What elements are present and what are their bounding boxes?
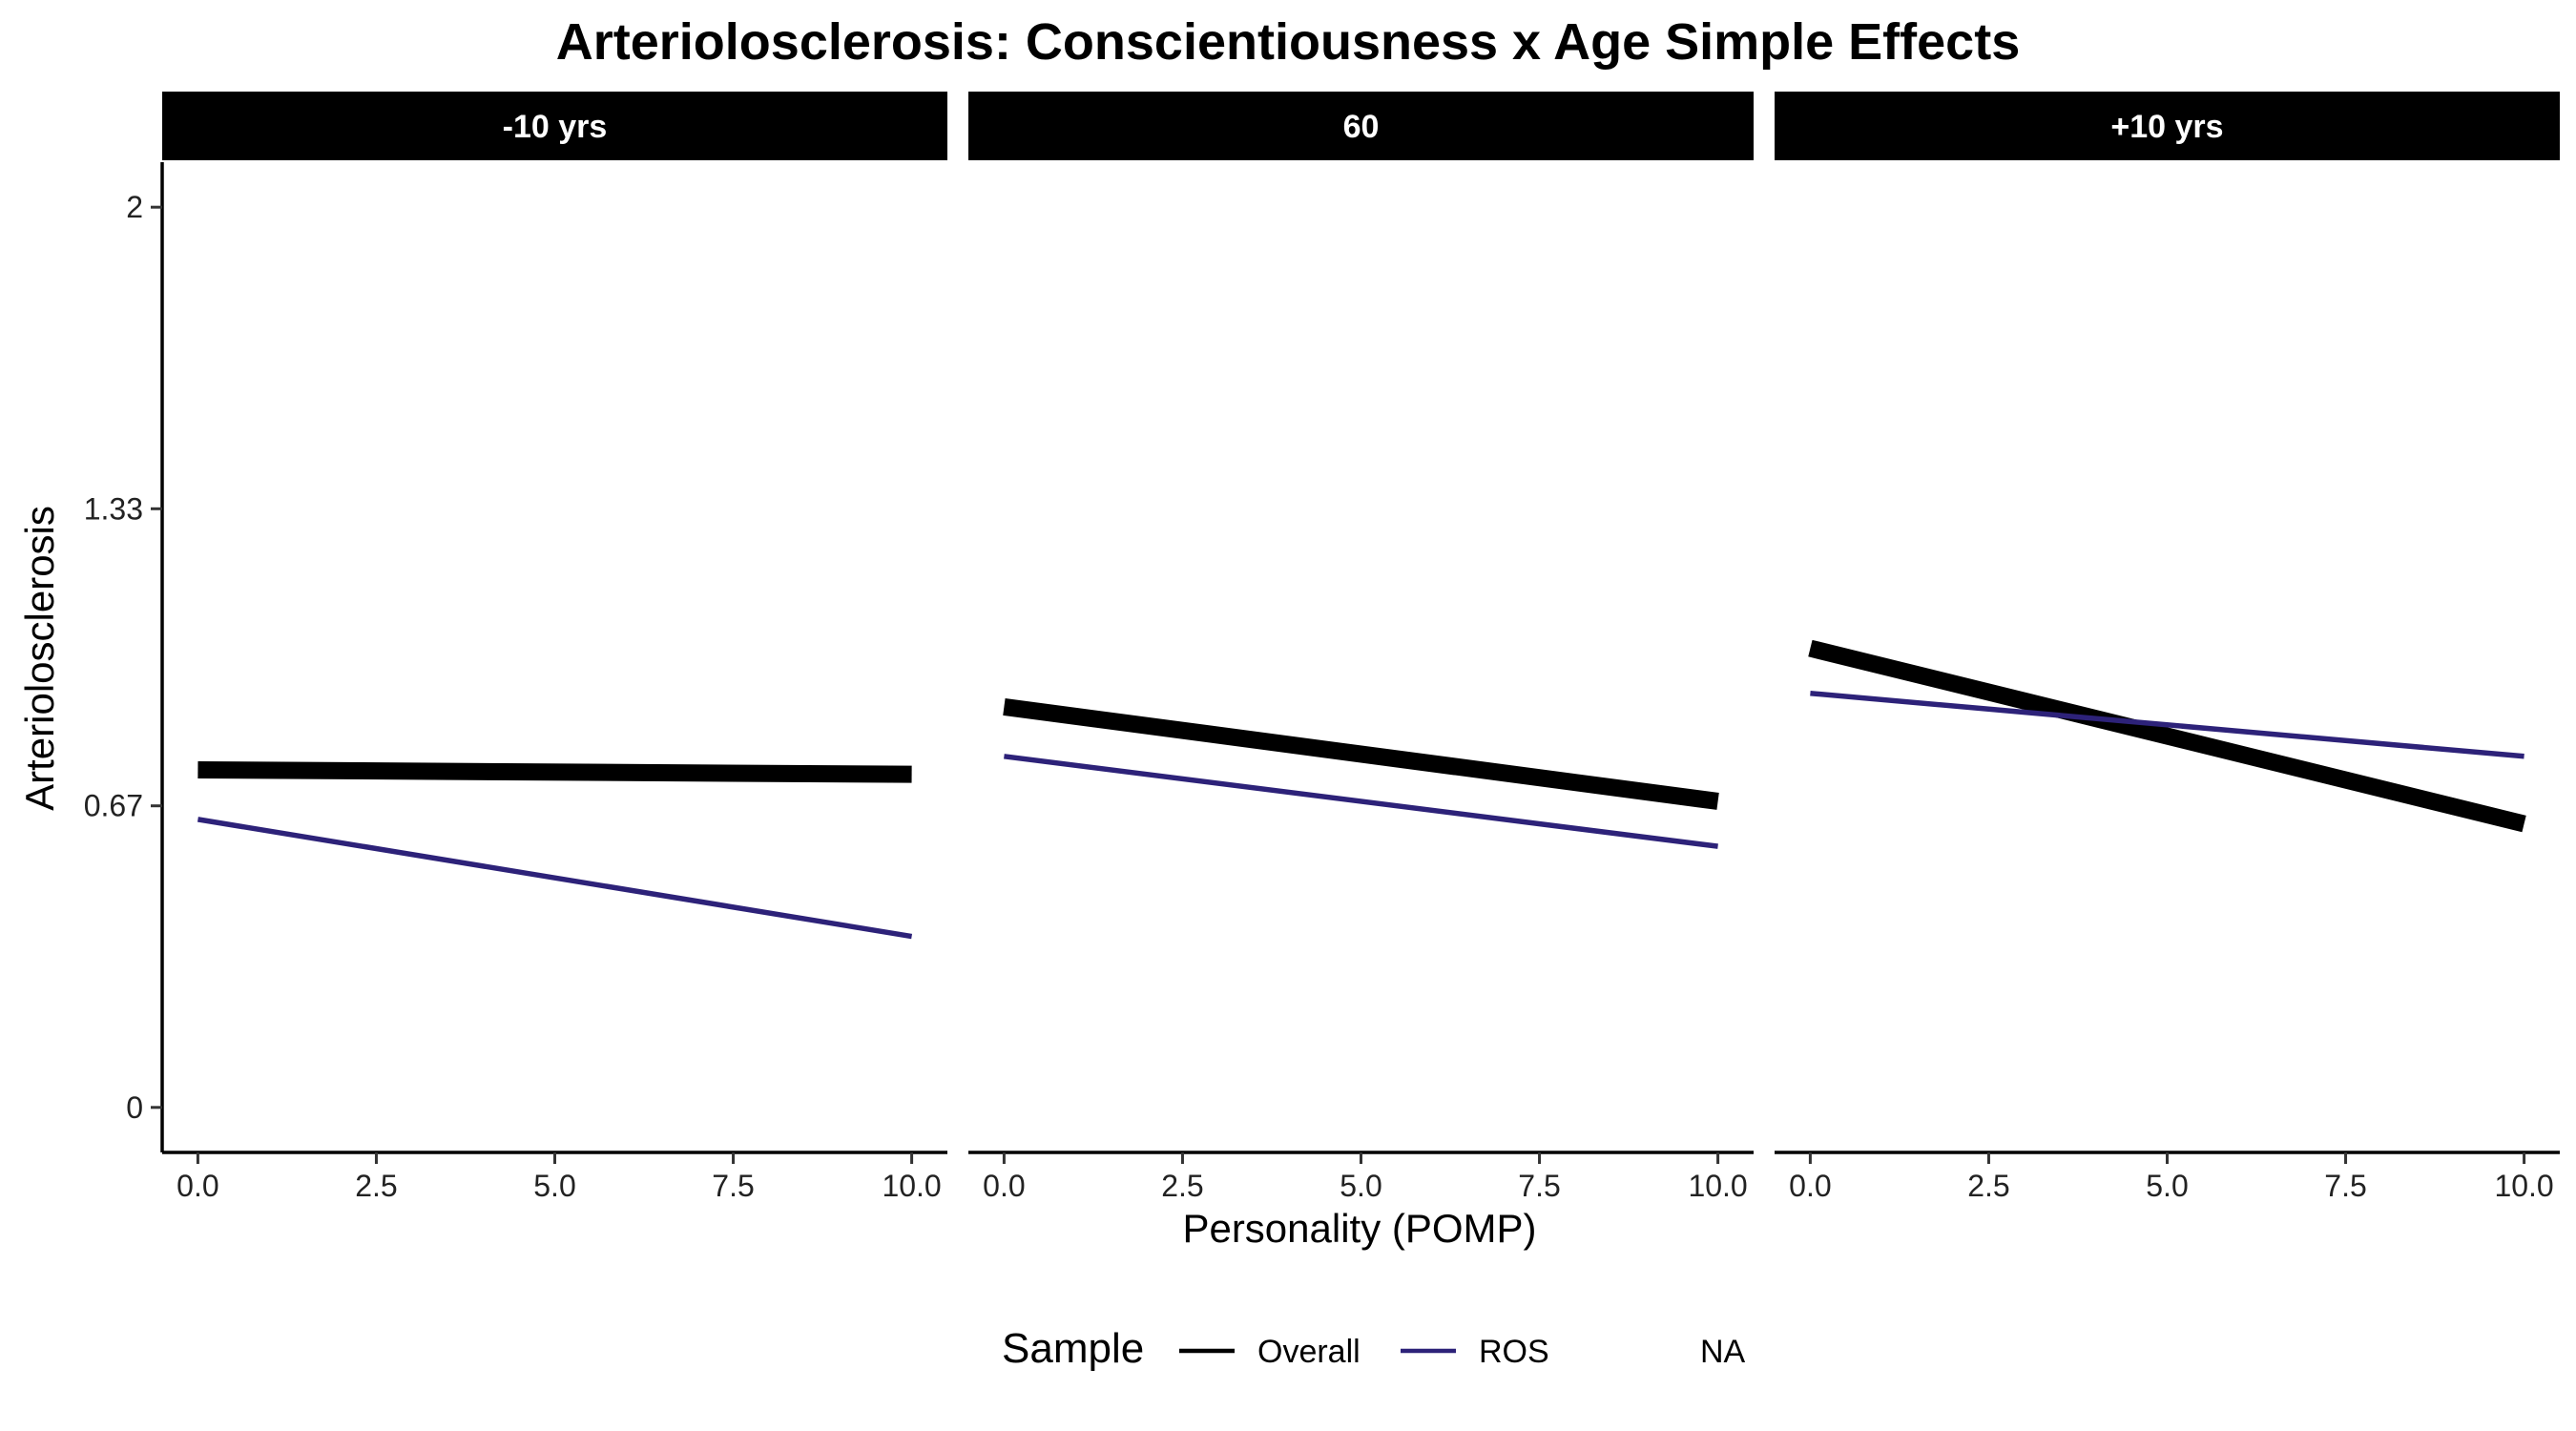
y-tick-label: 0.67	[84, 789, 143, 823]
x-tick-label: 2.5	[355, 1169, 397, 1203]
series-line-ros	[1810, 691, 2524, 759]
y-tick-label: 1.33	[84, 491, 143, 526]
x-tick-label: 7.5	[2324, 1169, 2366, 1203]
facet-strip-label: -10 yrs	[503, 109, 608, 145]
y-axis-title: Arteriolosclerosis	[17, 506, 62, 811]
series-line-overall	[1003, 697, 1719, 810]
panel-0: -10 yrs 0.0 2.5 5.0 7.5 10.0	[162, 92, 947, 1203]
series-line-ros	[1004, 754, 1718, 849]
facet-strip	[162, 92, 947, 160]
x-tick-label: 10.0	[2494, 1169, 2553, 1203]
legend: Sample Overall ROS NA	[1002, 1325, 1746, 1372]
panel-2: +10 yrs 0.0 2.5 5.0 7.5 10.0	[1775, 92, 2560, 1203]
x-tick-label: 2.5	[1967, 1169, 2009, 1203]
x-tick-label: 7.5	[1518, 1169, 1560, 1203]
x-tick-label: 5.0	[1340, 1169, 1381, 1203]
y-tick-label: 2	[126, 190, 143, 224]
chart-title: Arteriolosclerosis: Conscientiousness x …	[556, 13, 2020, 71]
x-tick-label: 0.0	[177, 1169, 218, 1203]
x-tick-label: 0.0	[1789, 1169, 1831, 1203]
x-tick-label: 10.0	[1688, 1169, 1747, 1203]
x-tick-label: 5.0	[533, 1169, 575, 1203]
x-axis-title: Personality (POMP)	[1182, 1206, 1536, 1251]
x-tick-label: 10.0	[882, 1169, 941, 1203]
panels: -10 yrs 0.0 2.5 5.0 7.5 10.0 60 0.0 2.5 5.0 7.5 10.…	[84, 92, 2560, 1203]
x-tick-label: 7.5	[712, 1169, 754, 1203]
panel-1: 60 0.0 2.5 5.0 7.5 10.0	[968, 92, 1754, 1203]
y-tick-label: 0	[126, 1090, 143, 1125]
series-line-overall	[1808, 639, 2526, 833]
series-line-ros	[197, 817, 913, 940]
x-tick-label: 2.5	[1161, 1169, 1203, 1203]
legend-label-overall: Overall	[1257, 1334, 1361, 1370]
legend-label-ros: ROS	[1479, 1334, 1549, 1370]
facet-strip	[1775, 92, 2560, 160]
x-tick-label: 0.0	[983, 1169, 1025, 1203]
facet-strip-label: 60	[1343, 109, 1380, 145]
legend-title: Sample	[1002, 1325, 1144, 1372]
facet-strip	[968, 92, 1754, 160]
y-axis: 0 0.67 1.33 2	[84, 162, 164, 1152]
x-tick-label: 5.0	[2146, 1169, 2188, 1203]
series-line-overall	[197, 760, 912, 783]
legend-label-na: NA	[1700, 1334, 1746, 1370]
facet-strip-label: +10 yrs	[2110, 109, 2223, 145]
